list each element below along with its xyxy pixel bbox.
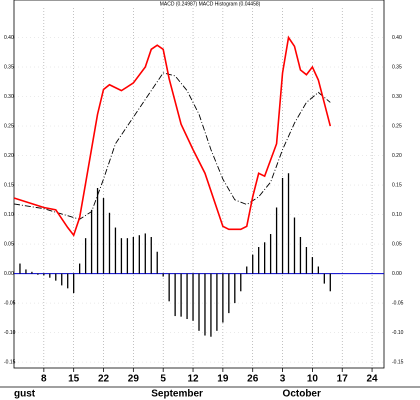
x-tick-label: 10 bbox=[307, 374, 319, 385]
y-tick-label-right: 0.30 bbox=[392, 94, 402, 100]
y-tick-label-right: 0.00 bbox=[392, 271, 402, 277]
y-tick-label: 0.35 bbox=[4, 64, 14, 70]
y-tick-label-right: 0.25 bbox=[392, 123, 402, 129]
y-tick-label-right: -0.15 bbox=[392, 359, 404, 365]
y-tick-label: 0.40 bbox=[4, 35, 14, 41]
month-label: September bbox=[151, 389, 203, 400]
x-tick-label: 15 bbox=[68, 374, 80, 385]
y-tick-label-right: 0.05 bbox=[392, 241, 402, 247]
y-tick-label-right: -0.10 bbox=[392, 330, 404, 336]
y-tick-label: 0.25 bbox=[4, 123, 14, 129]
y-tick-label-right: 0.15 bbox=[392, 182, 402, 188]
signal-line bbox=[13, 72, 331, 220]
x-tick-label: 12 bbox=[187, 374, 199, 385]
y-tick-label: 0.20 bbox=[4, 153, 14, 159]
x-tick-label: 24 bbox=[367, 374, 379, 385]
x-tick-label: 19 bbox=[217, 374, 229, 385]
x-tick-label: 5 bbox=[160, 374, 166, 385]
y-tick-label: 0.10 bbox=[4, 212, 14, 218]
y-tick-label-right: 0.40 bbox=[392, 35, 402, 41]
y-tick-label: -0.15 bbox=[4, 359, 16, 365]
x-tick-label: 29 bbox=[128, 374, 140, 385]
month-label: October bbox=[283, 389, 321, 400]
x-tick-label: 26 bbox=[247, 374, 259, 385]
plot-frame bbox=[13, 0, 385, 369]
y-tick-label: 0.00 bbox=[4, 271, 14, 277]
y-tick-label-right: -0.05 bbox=[392, 300, 404, 306]
x-tick-label: 3 bbox=[280, 374, 286, 385]
y-tick-label: -0.05 bbox=[4, 300, 16, 306]
chart-title: MACD (0.24987) MACD Histogram (0.04458) bbox=[160, 1, 261, 7]
x-tick-label: 22 bbox=[98, 374, 110, 385]
macd-line bbox=[13, 35, 332, 237]
y-tick-label-right: 0.35 bbox=[392, 64, 402, 70]
x-tick-label: 8 bbox=[41, 374, 47, 385]
y-tick-label: 0.30 bbox=[4, 94, 14, 100]
y-tick-label: 0.05 bbox=[4, 241, 14, 247]
x-tick-label: 17 bbox=[337, 374, 349, 385]
y-tick-label-right: 0.10 bbox=[392, 212, 402, 218]
y-tick-label: -0.10 bbox=[4, 330, 16, 336]
y-tick-label: 0.15 bbox=[4, 182, 14, 188]
month-label: gust bbox=[14, 389, 36, 400]
y-tick-label-right: 0.20 bbox=[392, 153, 402, 159]
